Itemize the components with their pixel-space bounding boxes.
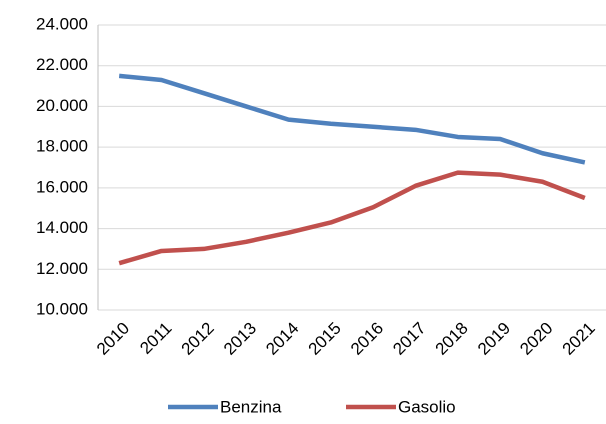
y-tick-label: 16.000 bbox=[36, 177, 88, 196]
x-tick-label: 2018 bbox=[432, 319, 472, 359]
y-tick-label: 12.000 bbox=[36, 259, 88, 278]
series-line bbox=[118, 170, 586, 266]
x-tick-label: 2010 bbox=[93, 319, 133, 359]
x-tick-label: 2020 bbox=[516, 319, 556, 359]
x-tick-label: 2016 bbox=[347, 319, 387, 359]
x-tick-label: 2019 bbox=[474, 319, 514, 359]
x-tick-label: 2021 bbox=[559, 319, 599, 359]
y-tick-label: 22.000 bbox=[36, 55, 88, 74]
legend-label: Benzina bbox=[220, 397, 282, 416]
y-tick-label: 24.000 bbox=[36, 14, 88, 33]
y-tick-label: 14.000 bbox=[36, 218, 88, 237]
x-tick-label: 2015 bbox=[305, 319, 345, 359]
x-tick-label: 2013 bbox=[220, 319, 260, 359]
legend-label: Gasolio bbox=[398, 397, 456, 416]
y-tick-label: 10.000 bbox=[36, 299, 88, 318]
x-tick-label: 2011 bbox=[136, 319, 175, 358]
x-tick-label: 2017 bbox=[389, 319, 429, 359]
x-tick-label: 2012 bbox=[178, 319, 218, 359]
series-line bbox=[118, 73, 586, 165]
y-tick-label: 20.000 bbox=[36, 96, 88, 115]
y-tick-label: 18.000 bbox=[36, 137, 88, 156]
x-tick-label: 2014 bbox=[262, 319, 302, 359]
